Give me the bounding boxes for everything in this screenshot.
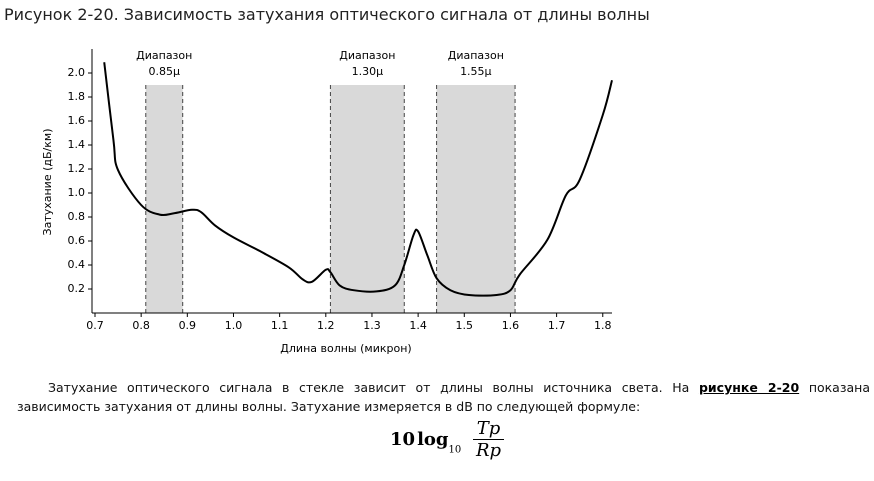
band-sublabel: 0.85µ <box>148 65 180 78</box>
figure-heading: Рисунок 2-20. Зависимость затухания опти… <box>4 5 650 24</box>
x-tick-label: 1.6 <box>502 319 520 332</box>
band <box>436 85 516 313</box>
x-tick-label: 1.8 <box>594 319 612 332</box>
y-tick-label: 1.0 <box>68 186 86 199</box>
fraction: Tp Rp <box>472 418 505 461</box>
x-tick-label: 0.8 <box>132 319 150 332</box>
band-label: Диапазон <box>448 49 504 62</box>
y-tick-label: 1.2 <box>68 162 86 175</box>
x-tick-label: 0.9 <box>179 319 197 332</box>
numerator: Tp <box>472 418 505 440</box>
x-tick-label: 1.5 <box>456 319 474 332</box>
y-tick-label: 0.6 <box>68 234 86 247</box>
chart: Затухание (дБ/км) Длина волны (микрон) Д… <box>41 49 613 355</box>
formula-log: log <box>417 429 449 450</box>
x-tick-label: 1.2 <box>317 319 335 332</box>
y-tick-label: 0.4 <box>68 258 86 271</box>
attenuation-curve <box>103 62 613 297</box>
x-tick-label: 1.3 <box>363 319 381 332</box>
y-tick-label: 1.8 <box>68 90 86 103</box>
formula-base: 10 <box>448 444 462 456</box>
formula-coef: 10 <box>390 429 416 450</box>
band <box>145 85 183 313</box>
x-axis-title: Длина волны (микрон) <box>280 342 411 355</box>
y-axis-title: Затухание (дБ/км) <box>41 129 54 236</box>
y-tick-label: 2.0 <box>68 66 86 79</box>
text: Затухание оптического сигнала в стекле з… <box>48 380 699 395</box>
y-tick-label: 0.8 <box>68 210 86 223</box>
band-sublabel: 1.55µ <box>460 65 492 78</box>
x-tick-label: 1.7 <box>548 319 566 332</box>
x-tick-label: 1.4 <box>409 319 427 332</box>
band <box>330 85 405 313</box>
formula: 10 log10 Tp Rp <box>390 418 505 461</box>
denominator: Rp <box>475 440 502 461</box>
band-label: Диапазон <box>136 49 192 62</box>
y-tick-label: 1.6 <box>68 114 86 127</box>
band-label: Диапазон <box>339 49 395 62</box>
band-sublabel: 1.30µ <box>352 65 384 78</box>
y-tick-label: 0.2 <box>68 282 86 295</box>
x-tick-label: 1.0 <box>225 319 243 332</box>
paragraph: Затухание оптического сигнала в стекле з… <box>17 378 870 416</box>
x-tick-label: 0.7 <box>86 319 104 332</box>
y-tick-label: 1.4 <box>68 138 86 151</box>
text: показана зависимость затухания от длины … <box>17 380 870 414</box>
figure-link[interactable]: рисунке 2-20 <box>698 380 800 395</box>
x-tick-label: 1.1 <box>271 319 289 332</box>
